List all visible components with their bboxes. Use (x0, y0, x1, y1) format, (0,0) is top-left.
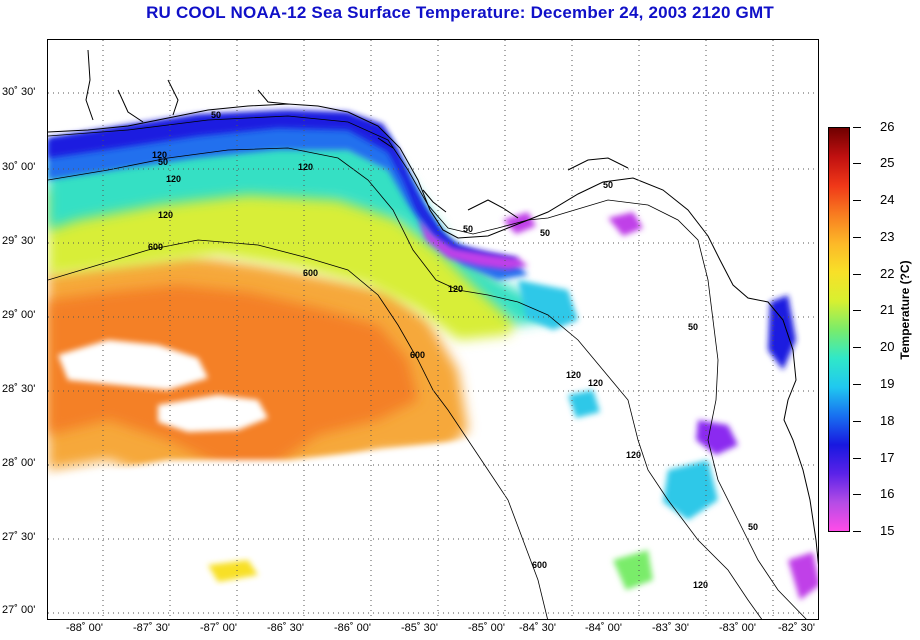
sst-patch (208, 560, 258, 582)
sst-region-hot (48, 285, 418, 470)
graticule (48, 40, 818, 619)
colorbar-label: 16 (880, 486, 895, 501)
colorbar-label: 23 (880, 229, 895, 244)
contour-label: 50 (211, 110, 221, 120)
colorbar-label: 15 (880, 523, 895, 538)
sst-region-coldest (48, 110, 518, 266)
colorbar-label: 22 (880, 266, 895, 281)
isobath-contours (48, 115, 807, 619)
contour-label: 600 (532, 560, 547, 570)
cloud-gap (158, 395, 268, 432)
sst-region-cool (48, 135, 548, 325)
contour-label: 120 (588, 378, 603, 388)
lon-label: -87˚ 00' (200, 622, 237, 634)
contour-label: 50 (540, 228, 550, 238)
contour-label: 120 (566, 370, 581, 380)
colorbar-tick (853, 531, 861, 532)
lat-label: 29˚ 00' (2, 309, 36, 321)
lat-label: 28˚ 00' (2, 457, 36, 469)
map-title: RU COOL NOAA-12 Sea Surface Temperature:… (146, 3, 774, 22)
lon-label: -82˚ 30' (778, 622, 815, 634)
lat-label: 30˚ 30' (2, 86, 36, 98)
lon-label: -85˚ 30' (401, 622, 438, 634)
lon-label: -88˚ 00' (66, 622, 103, 634)
colorbar-tick (853, 163, 861, 164)
sst-patch (768, 295, 796, 370)
colorbar-label: 26 (880, 119, 895, 134)
colorbar-tick (853, 421, 861, 422)
sst-map: 50 50 50 50 50 50 120 120 120 120 120 12… (47, 39, 819, 620)
colorbar-tick (853, 310, 861, 311)
sst-patch (663, 460, 718, 520)
lat-label: 27˚ 00' (2, 604, 36, 616)
colorbar-label: 24 (880, 192, 895, 207)
contour-label: 50 (748, 522, 758, 532)
sst-patch (788, 552, 818, 600)
lon-label: -87˚ 30' (133, 622, 170, 634)
contour-label: 50 (463, 224, 473, 234)
colorbar-tick (853, 274, 861, 275)
sst-map-graphic: 50 50 50 50 50 50 120 120 120 120 120 12… (48, 40, 818, 619)
contour-label: 120 (158, 210, 173, 220)
lon-label: -86˚ 00' (334, 622, 371, 634)
colorbar-label: 17 (880, 450, 895, 465)
lon-label: -84˚ 30' (519, 622, 556, 634)
sst-patch (608, 212, 643, 236)
cloud-gap (58, 340, 208, 390)
colorbar-label: 19 (880, 376, 895, 391)
lon-label: -85˚ 00' (468, 622, 505, 634)
contour-label: 50 (603, 180, 613, 190)
colorbar-label: 20 (880, 339, 895, 354)
colorbar-tick (853, 237, 861, 238)
sst-region-cold (48, 115, 528, 280)
contour-label: 120 (166, 174, 181, 184)
lat-label: 30˚ 00' (2, 161, 36, 173)
contour-label: 50 (688, 322, 698, 332)
contour-label: 600 (410, 350, 425, 360)
colorbar-tick (853, 200, 861, 201)
coastline (48, 103, 818, 566)
contour-label: 120 (152, 150, 167, 160)
lat-label: 29˚ 30' (2, 235, 36, 247)
lon-label: -84˚ 00' (585, 622, 622, 634)
lon-label: -83˚ 30' (652, 622, 689, 634)
contour-label: 120 (298, 162, 313, 172)
colorbar-tick (853, 494, 861, 495)
temperature-colorbar (828, 127, 850, 532)
contour-labels: 50 50 50 50 50 50 120 120 120 120 120 12… (148, 110, 758, 590)
sst-field (48, 110, 818, 619)
colorbar-label: 21 (880, 302, 895, 317)
contour-label: 120 (693, 580, 708, 590)
contour-label: 50 (158, 157, 168, 167)
contour-600 (48, 239, 548, 619)
colorbar-label: 18 (880, 413, 895, 428)
sst-patch (613, 550, 653, 590)
contour-50 (48, 115, 807, 619)
sst-region-nearshore (418, 218, 528, 270)
contour-label: 120 (448, 284, 463, 294)
contour-label: 600 (148, 242, 163, 252)
lon-label: -83˚ 00' (719, 622, 756, 634)
colorbar-tick (853, 384, 861, 385)
lat-label: 28˚ 30' (2, 383, 36, 395)
sst-patch (696, 420, 738, 455)
contour-label: 120 (626, 450, 641, 460)
lon-label: -86˚ 30' (267, 622, 304, 634)
contour-120 (48, 147, 763, 619)
colorbar-tick (853, 127, 861, 128)
colorbar-tick (853, 458, 861, 459)
colorbar-label: 25 (880, 155, 895, 170)
coastline-inland (85, 49, 629, 219)
lat-label: 27˚ 30' (2, 531, 36, 543)
sst-patch (568, 390, 600, 418)
colorbar-tick (853, 347, 861, 348)
contour-label: 600 (303, 268, 318, 278)
colorbar-title: Temperature (?C) (898, 260, 912, 360)
